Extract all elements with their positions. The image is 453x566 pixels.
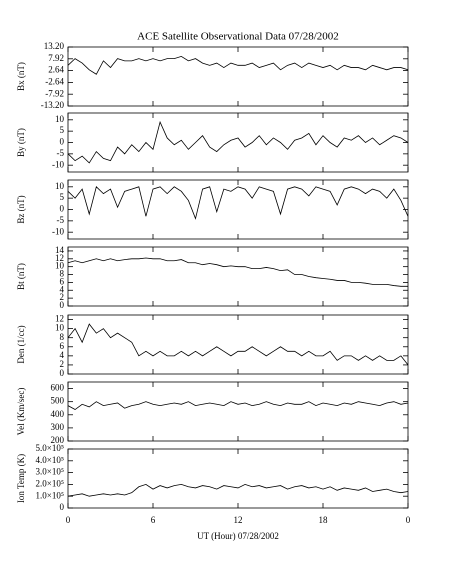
y-axis-label: Ion Temp (K) bbox=[16, 454, 26, 503]
y-tick-label: 8 bbox=[60, 332, 65, 342]
y-tick-label: 200 bbox=[51, 435, 65, 445]
y-tick-label: 13.20 bbox=[44, 41, 65, 51]
y-tick-label: 10 bbox=[55, 323, 65, 333]
y-tick-label: 4 bbox=[60, 350, 65, 360]
y-tick-label: -10 bbox=[52, 159, 64, 169]
y-tick-label: -7.92 bbox=[45, 88, 64, 98]
y-tick-label: 7.92 bbox=[48, 53, 64, 63]
y-tick-label: 400 bbox=[51, 409, 65, 419]
y-tick-label: 10 bbox=[55, 261, 65, 271]
y-tick-label: 6 bbox=[60, 341, 65, 351]
y-tick-label: -10 bbox=[52, 226, 64, 236]
x-tick-label: 0 bbox=[66, 515, 71, 525]
data-line bbox=[67, 55, 409, 75]
y-tick-label: 10 bbox=[55, 181, 65, 191]
y-tick-label: 5 bbox=[60, 192, 65, 202]
y-tick-label: 2 bbox=[60, 292, 65, 302]
data-line bbox=[67, 323, 409, 366]
y-tick-label: 1.0×10⁵ bbox=[36, 490, 64, 500]
y-axis-label: Den (1/cc) bbox=[16, 325, 26, 363]
x-tick-label: 6 bbox=[151, 515, 156, 525]
y-tick-label: 6 bbox=[60, 276, 65, 286]
y-tick-label: 12 bbox=[55, 314, 64, 324]
y-axis-label: Bt (nT) bbox=[16, 263, 26, 290]
y-tick-label: 0 bbox=[60, 368, 65, 378]
data-line bbox=[67, 483, 409, 497]
y-axis-label: Bx (nT) bbox=[16, 62, 26, 91]
y-tick-label: 5 bbox=[60, 125, 65, 135]
y-tick-label: 12 bbox=[55, 253, 64, 263]
panel-frame bbox=[67, 246, 409, 307]
y-tick-label: 8 bbox=[60, 269, 65, 279]
y-tick-label: -13.20 bbox=[41, 100, 65, 110]
y-tick-label: 2 bbox=[60, 359, 65, 369]
chart-title: ACE Satellite Observational Data 07/28/2… bbox=[137, 31, 339, 43]
panel-frame bbox=[67, 448, 409, 509]
y-tick-label: 2.64 bbox=[48, 65, 64, 75]
y-tick-label: 2.0×10⁵ bbox=[36, 478, 64, 488]
y-tick-label: 4 bbox=[60, 284, 65, 294]
x-tick-label: 0 bbox=[406, 515, 411, 525]
y-tick-label: 5.0×10⁵ bbox=[36, 443, 64, 453]
panel-frame bbox=[67, 46, 409, 107]
y-tick-label: 14 bbox=[55, 245, 65, 255]
panel-frame bbox=[67, 381, 409, 442]
x-axis-label: UT (Hour) 07/28/2002 bbox=[197, 531, 279, 541]
y-tick-label: 0 bbox=[60, 204, 65, 214]
y-tick-label: 10 bbox=[55, 114, 65, 124]
panel-frame bbox=[67, 314, 409, 375]
y-tick-label: 0 bbox=[60, 300, 65, 310]
y-tick-label: 0 bbox=[60, 137, 65, 147]
y-tick-label: 4.0×10⁵ bbox=[36, 455, 64, 465]
y-axis-label: Vel (Km/sec) bbox=[16, 388, 26, 436]
y-axis-label: Bz (nT) bbox=[16, 195, 26, 223]
y-tick-label: -2.64 bbox=[45, 76, 64, 86]
x-tick-label: 18 bbox=[319, 515, 329, 525]
y-tick-label: 300 bbox=[51, 422, 65, 432]
x-tick-label: 12 bbox=[234, 515, 243, 525]
panel-frame bbox=[67, 112, 409, 173]
y-axis-label: By (nT) bbox=[16, 128, 26, 157]
data-line bbox=[67, 257, 408, 287]
y-tick-label: 3.0×10⁵ bbox=[36, 467, 64, 477]
y-tick-label: 0 bbox=[60, 502, 65, 512]
y-tick-label: 600 bbox=[51, 383, 65, 393]
data-line bbox=[67, 120, 409, 164]
y-tick-label: -5 bbox=[57, 215, 65, 225]
y-tick-label: -5 bbox=[57, 148, 65, 158]
data-line bbox=[67, 186, 409, 220]
y-tick-label: 500 bbox=[51, 396, 65, 406]
data-line bbox=[67, 401, 409, 411]
